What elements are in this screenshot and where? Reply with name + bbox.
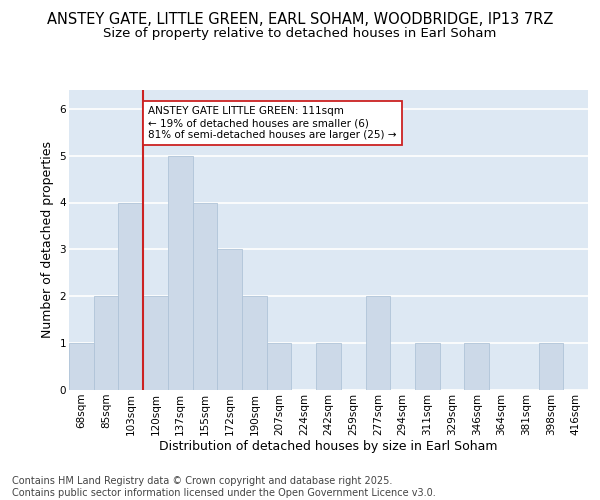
Bar: [539, 343, 563, 390]
Bar: [316, 343, 341, 390]
Bar: [242, 296, 267, 390]
Bar: [69, 343, 94, 390]
Bar: [365, 296, 390, 390]
Bar: [193, 202, 217, 390]
Bar: [415, 343, 440, 390]
Bar: [168, 156, 193, 390]
Text: ANSTEY GATE, LITTLE GREEN, EARL SOHAM, WOODBRIDGE, IP13 7RZ: ANSTEY GATE, LITTLE GREEN, EARL SOHAM, W…: [47, 12, 553, 28]
Text: Contains HM Land Registry data © Crown copyright and database right 2025.
Contai: Contains HM Land Registry data © Crown c…: [12, 476, 436, 498]
Text: Size of property relative to detached houses in Earl Soham: Size of property relative to detached ho…: [103, 28, 497, 40]
Bar: [464, 343, 489, 390]
Bar: [217, 250, 242, 390]
Bar: [118, 202, 143, 390]
Text: ANSTEY GATE LITTLE GREEN: 111sqm
← 19% of detached houses are smaller (6)
81% of: ANSTEY GATE LITTLE GREEN: 111sqm ← 19% o…: [148, 106, 397, 140]
Bar: [143, 296, 168, 390]
Bar: [94, 296, 118, 390]
X-axis label: Distribution of detached houses by size in Earl Soham: Distribution of detached houses by size …: [159, 440, 498, 454]
Bar: [267, 343, 292, 390]
Y-axis label: Number of detached properties: Number of detached properties: [41, 142, 54, 338]
